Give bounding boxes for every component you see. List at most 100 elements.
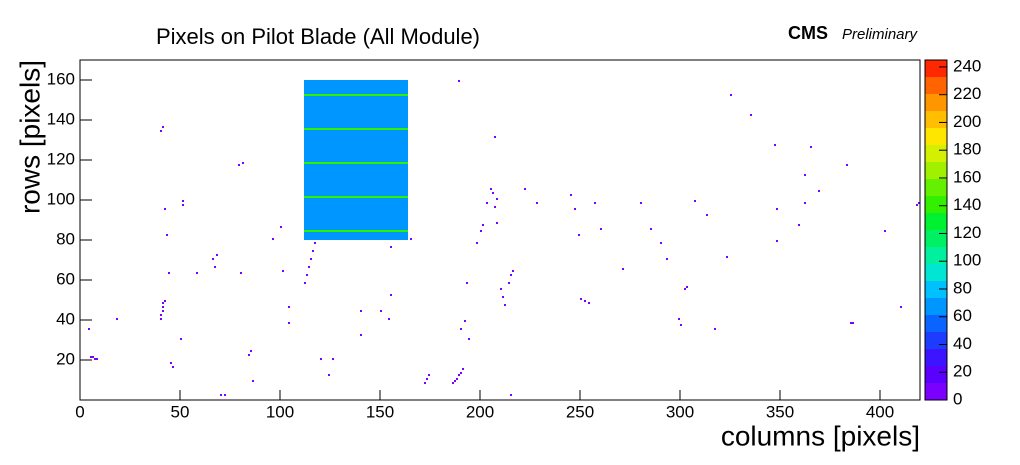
- heatmap-cell: [490, 188, 492, 190]
- colorbar-band: [925, 264, 947, 281]
- heatmap-cell: [650, 228, 652, 230]
- colorbar-tick-label: 240: [953, 56, 981, 75]
- heatmap-cell: [850, 322, 852, 324]
- heatmap-cell: [220, 394, 222, 396]
- colorbar-tick-label: 180: [953, 140, 981, 159]
- plot-frame: [79, 59, 921, 401]
- colorbar-tick-label: 40: [953, 334, 972, 353]
- heatmap-cell: [660, 242, 662, 244]
- heatmap-cell: [594, 202, 596, 204]
- y-tick-label: 100: [47, 189, 75, 208]
- y-tick-label: 60: [56, 269, 75, 288]
- colorbar-band: [925, 349, 947, 366]
- colorbar-band: [925, 298, 947, 315]
- heatmap-cell: [714, 328, 716, 330]
- heatmap-cell: [196, 272, 198, 274]
- heatmap-cell: [328, 374, 330, 376]
- heatmap-cell: [240, 272, 242, 274]
- colorbar-band: [925, 128, 947, 145]
- heatmap-cell: [460, 372, 462, 374]
- heatmap-cell: [214, 266, 216, 268]
- heatmap-cell: [900, 306, 902, 308]
- x-axis-label: columns [pixels]: [721, 420, 920, 451]
- heatmap-region: [304, 230, 408, 232]
- heatmap-cell: [160, 130, 162, 132]
- heatmap-cell: [390, 294, 392, 296]
- colorbar-tick-label: 60: [953, 306, 972, 325]
- heatmap-cell: [282, 270, 284, 272]
- heatmap-cell: [468, 338, 470, 340]
- heatmap-cell: [168, 272, 170, 274]
- heatmap-cell: [224, 394, 226, 396]
- heatmap-cell: [504, 304, 506, 306]
- heatmap-cell: [486, 202, 488, 204]
- colorbar-band: [925, 77, 947, 94]
- colorbar-tick-label: 120: [953, 223, 981, 242]
- heatmap-cell: [320, 358, 322, 360]
- x-tick-label: 250: [566, 402, 594, 421]
- heatmap-cell: [160, 318, 162, 320]
- heatmap-cell: [706, 214, 708, 216]
- heatmap-cell: [500, 288, 502, 290]
- heatmap-cell: [494, 136, 496, 138]
- x-tick-label: 200: [466, 402, 494, 421]
- heatmap-cell: [622, 268, 624, 270]
- heatmap-cell: [456, 378, 458, 380]
- heatmap-cell: [494, 206, 496, 208]
- heatmap-cell: [88, 328, 90, 330]
- heatmap-cell: [502, 296, 504, 298]
- heatmap-cell: [332, 358, 334, 360]
- heatmap-region: [304, 80, 408, 240]
- x-tick-label: 150: [366, 402, 394, 421]
- colorbar-frame: [924, 59, 948, 401]
- heatmap-cell: [510, 394, 512, 396]
- colorbar-tick-label: 220: [953, 84, 981, 103]
- heatmap-cell: [428, 374, 430, 376]
- heatmap-cell: [360, 334, 362, 336]
- y-axis-label: rows [pixels]: [14, 60, 45, 214]
- heatmap-cell: [774, 144, 776, 146]
- colorbar-tick-label: 100: [953, 251, 981, 270]
- experiment-label: CMS: [788, 23, 828, 43]
- y-tick-label: 120: [47, 149, 75, 168]
- y-tick-label: 20: [56, 349, 75, 368]
- heatmap-cell: [846, 164, 848, 166]
- heatmap-cell: [212, 258, 214, 260]
- heatmap-cell: [458, 374, 460, 376]
- x-tick-label: 350: [766, 402, 794, 421]
- status-label: Preliminary: [842, 26, 919, 43]
- heatmap-cell: [460, 328, 462, 330]
- heatmap-cell: [288, 306, 290, 308]
- heatmap-cell: [162, 126, 164, 128]
- heatmap-cell: [466, 282, 468, 284]
- heatmap-cell: [310, 258, 312, 260]
- heatmap-cell: [360, 310, 362, 312]
- heatmap-region: [304, 94, 408, 96]
- heatmap-cell: [454, 380, 456, 382]
- heatmap-cell: [172, 366, 174, 368]
- colorbar-band: [925, 162, 947, 179]
- heatmap-cell: [476, 242, 478, 244]
- heatmap-cell: [252, 380, 254, 382]
- heatmap-cell: [280, 226, 282, 228]
- colorbar-band: [925, 196, 947, 213]
- heatmap-cell: [312, 250, 314, 252]
- heatmap-cell: [452, 382, 454, 384]
- heatmap-cell: [180, 338, 182, 340]
- heatmap-cell: [306, 274, 308, 276]
- x-tick-label: 50: [171, 402, 190, 421]
- y-tick-label: 140: [47, 109, 75, 128]
- heatmap-cell: [166, 234, 168, 236]
- heatmap-cell: [160, 314, 162, 316]
- heatmap-cell: [182, 200, 184, 202]
- heatmap-cell: [510, 274, 512, 276]
- colorbar-tick-label: 0: [953, 389, 962, 408]
- y-tick-label: 40: [56, 309, 75, 328]
- heatmap-cell: [304, 282, 306, 284]
- heatmap-cell: [918, 202, 920, 204]
- heatmap-cell: [680, 324, 682, 326]
- heatmap-cell: [242, 162, 244, 164]
- heatmap-cell: [570, 194, 572, 196]
- heatmap-cell: [584, 300, 586, 302]
